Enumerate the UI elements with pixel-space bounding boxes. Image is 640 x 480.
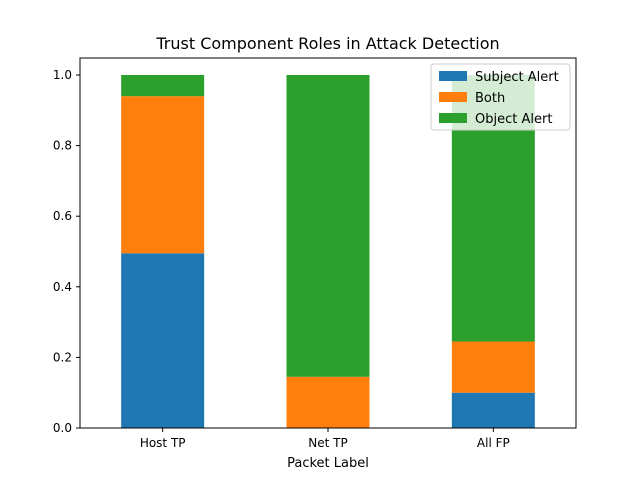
legend-swatch (439, 92, 467, 102)
bar-host-tp-object-alert (121, 75, 205, 97)
y-tick-label: 0.4 (53, 280, 72, 294)
bar-net-tp-object-alert (286, 75, 370, 377)
chart-title: Trust Component Roles in Attack Detectio… (155, 34, 499, 53)
x-tick-label: All FP (477, 436, 510, 450)
x-tick-label: Net TP (308, 436, 347, 450)
bar-net-tp-both (286, 376, 370, 428)
y-tick-label: 0.2 (53, 350, 72, 364)
y-tick-label: 0.6 (53, 209, 72, 223)
x-axis-label: Packet Label (287, 456, 369, 471)
bar-host-tp-both (121, 96, 205, 254)
y-tick-label: 0.8 (53, 139, 72, 153)
legend-label: Both (475, 91, 505, 106)
y-tick-label: 1.0 (53, 68, 72, 82)
legend: Subject Alert Both Object Alert (430, 63, 571, 131)
legend-swatch (439, 113, 467, 123)
legend-label: Object Alert (475, 112, 552, 127)
x-tick-label: Host TP (140, 436, 186, 450)
y-axis: 0.0 0.2 0.4 0.6 0.8 1.0 (53, 68, 80, 435)
legend-swatch (439, 71, 467, 81)
y-tick-label: 0.0 (53, 421, 72, 435)
legend-label: Subject Alert (475, 70, 559, 85)
bar-all-fp-subject-alert (451, 392, 535, 428)
x-axis: Host TP Net TP All FP (140, 428, 510, 450)
bar-all-fp-both (451, 341, 535, 393)
bar-host-tp-subject-alert (121, 253, 205, 428)
